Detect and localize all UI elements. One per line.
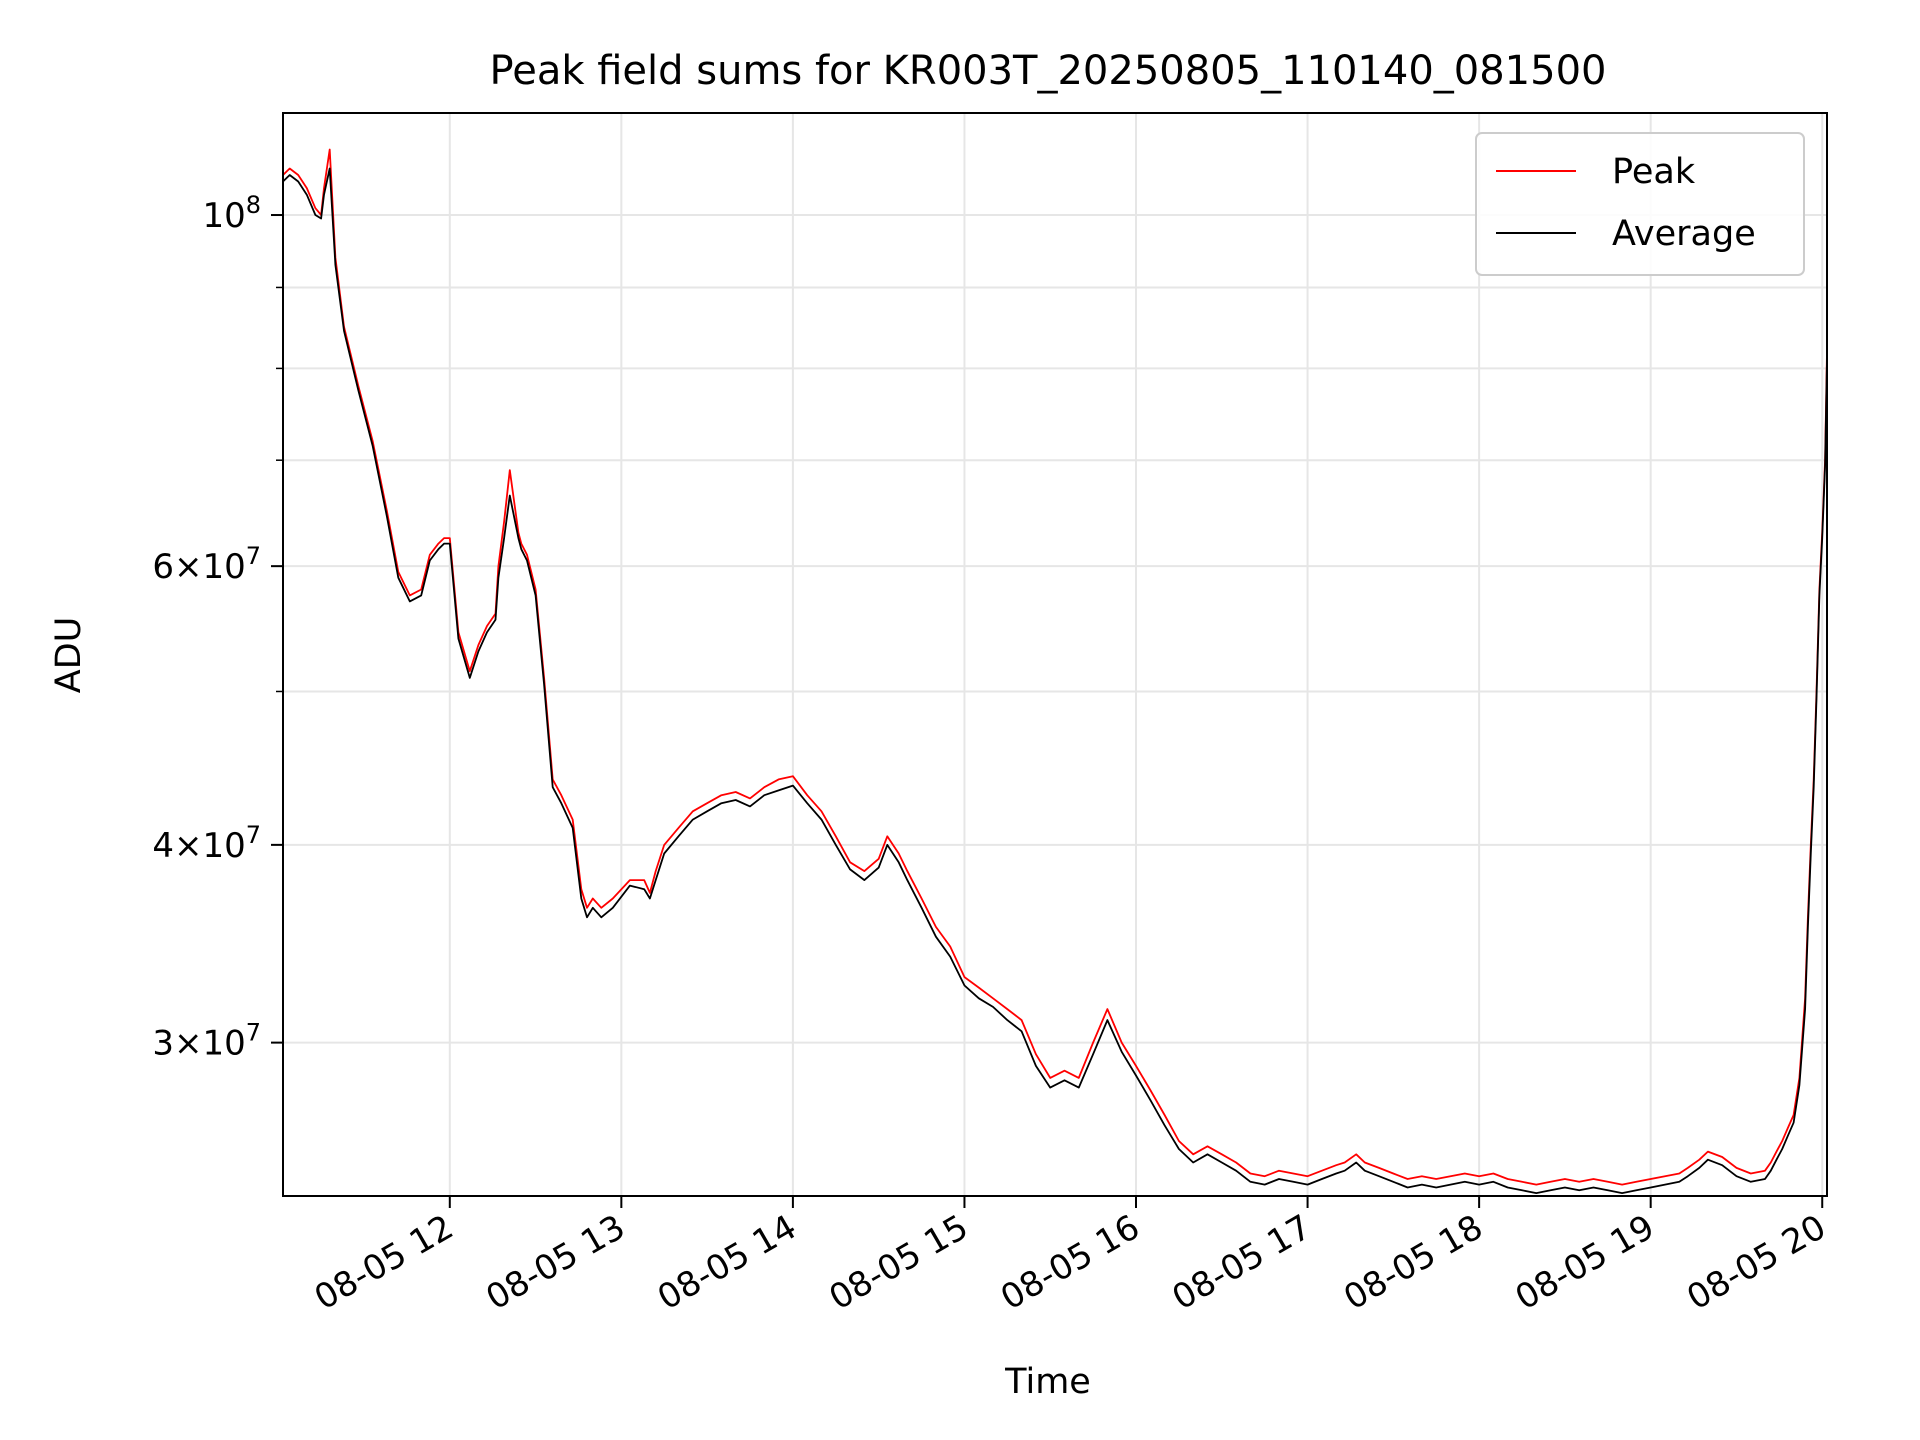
series-line-average [283,167,1827,1194]
legend-box [1475,132,1805,276]
legend-label-average: Average [1612,214,1756,254]
grid-lines [283,113,1827,1196]
legend: Peak Average [1475,132,1805,276]
y-tick-label: 4×107 [152,821,261,866]
y-tick-label: 3×107 [152,1019,261,1064]
legend-label-peak: Peak [1612,152,1696,192]
series-layer [283,148,1827,1194]
chart-title: Peak field sums for KR003T_20250805_1101… [490,48,1607,94]
y-axis: 3×107 4×107 6×107 108 [152,191,283,1064]
y-tick-label: 6×107 [152,542,261,587]
y-tick-label: 108 [202,191,261,236]
series-line-peak [283,148,1827,1186]
x-axis-label: Time [1004,1362,1091,1402]
plot-frame [282,112,1828,1197]
y-axis-label: ADU [49,617,89,694]
